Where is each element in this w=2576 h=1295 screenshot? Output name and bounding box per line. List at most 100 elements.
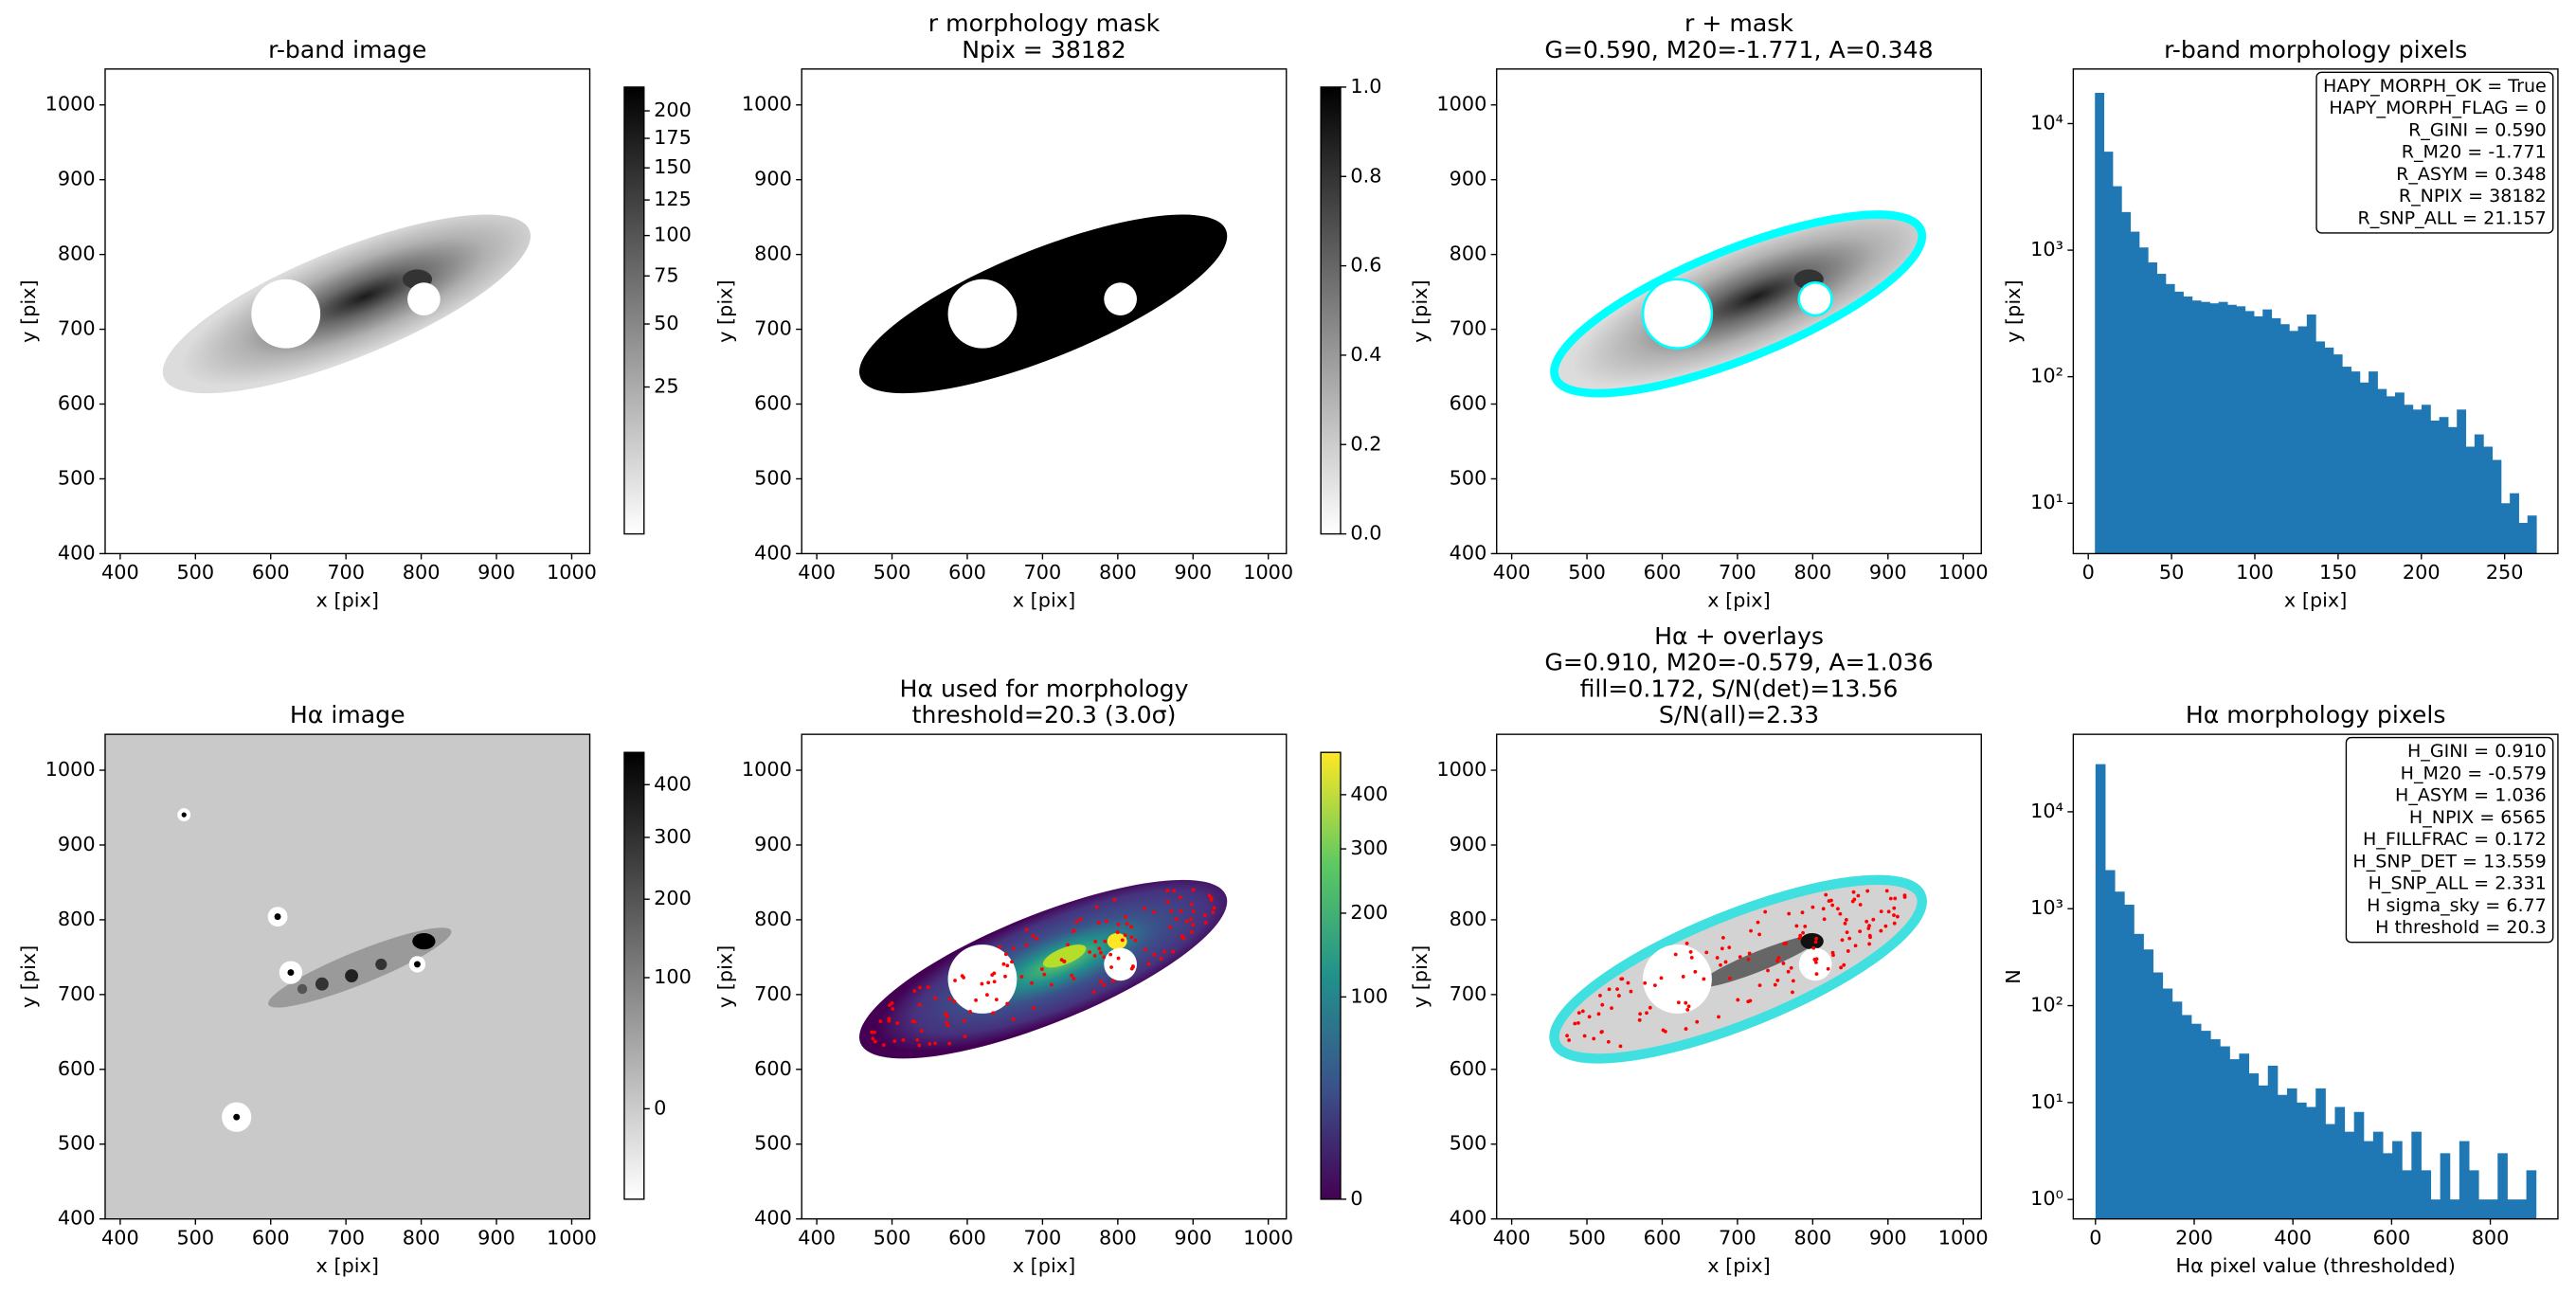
overlay-dot: [1102, 955, 1107, 960]
colorbar-tick-label: 0.0: [1350, 522, 1381, 545]
overlay-dot: [1786, 969, 1791, 974]
overlay-dot: [980, 981, 984, 986]
overlay-dot: [945, 1020, 948, 1025]
overlay-dot: [1129, 925, 1133, 929]
y-axis-label: N: [2002, 969, 2025, 984]
overlay-dot: [933, 1041, 937, 1046]
overlay-dot: [1599, 1030, 1604, 1034]
annotation-line: H_SNP_DET = 13.559: [2352, 851, 2546, 872]
colorbar-tick-label: 200: [654, 99, 692, 121]
axes-frame: [2072, 733, 2559, 1220]
overlay-dot: [915, 1037, 920, 1042]
y-tick-label: 10²: [2030, 365, 2063, 387]
overlay-dot: [1596, 1012, 1601, 1016]
x-tick-label: 400: [798, 1227, 836, 1250]
overlay-dot: [1072, 928, 1076, 933]
image-area: [859, 879, 1228, 1059]
overlay-dot: [1865, 889, 1870, 893]
y-tick-label: 600: [1450, 392, 1487, 415]
overlay-dot: [1618, 1044, 1623, 1049]
overlay-dot: [917, 1043, 922, 1048]
x-tick-label: 700: [1024, 561, 1062, 584]
bar: [2289, 331, 2299, 554]
x-axis-label: x [pix]: [1013, 589, 1075, 612]
annotation-line: HAPY_MORPH_FLAG = 0: [2329, 98, 2546, 118]
bar: [2395, 392, 2405, 554]
colorbar-tick-label: 0.4: [1350, 343, 1381, 366]
overlay-dot: [1773, 982, 1777, 987]
bar: [2468, 1170, 2479, 1219]
overlay-dot: [1035, 936, 1039, 941]
annotation-line: R_NPIX = 38182: [2399, 186, 2547, 207]
overlay-dot: [992, 980, 997, 984]
overlay-dot: [1088, 950, 1091, 954]
x-tick-label: 400: [1493, 1227, 1531, 1250]
overlay-dot: [1847, 936, 1852, 941]
y-tick-label: 900: [58, 833, 96, 855]
overlay-dot: [1598, 994, 1602, 998]
panel-title: Hα used for morphology: [900, 674, 1189, 702]
r-band-image: [162, 214, 531, 394]
overlay-dot: [1794, 924, 1799, 928]
overlay-dot: [1791, 990, 1794, 995]
overlay-dot: [1868, 935, 1872, 940]
y-tick-label: 10⁴: [2030, 111, 2063, 134]
bar: [2421, 1170, 2432, 1219]
overlay-dot: [1738, 955, 1742, 960]
bar: [2248, 1073, 2260, 1219]
bar: [2200, 1031, 2211, 1219]
y-tick-label: 10³: [2030, 896, 2063, 919]
x-tick-label: 600: [948, 1227, 986, 1250]
overlay-dot: [1864, 919, 1869, 924]
overlay-dot: [1191, 923, 1196, 927]
overlay-dot: [891, 1007, 895, 1011]
panel-title: Hα morphology pixels: [2186, 701, 2446, 728]
overlay-dot: [892, 1039, 897, 1043]
overlay-dot: [1886, 909, 1891, 914]
bar: [2497, 1153, 2508, 1219]
x-tick-label: 800: [1099, 1227, 1137, 1250]
overlay-dot: [1576, 1021, 1580, 1025]
overlay-dot: [1892, 906, 1897, 910]
x-tick-label: 800: [1099, 561, 1137, 584]
overlay-dot: [1146, 962, 1151, 966]
x-axis-label: x [pix]: [1707, 1254, 1770, 1277]
x-tick-label: 400: [1493, 561, 1531, 584]
y-tick-label: 500: [58, 466, 96, 489]
overlay-dot: [1626, 980, 1630, 985]
overlay-dot: [1838, 911, 1843, 916]
overlay-dot: [1775, 959, 1780, 963]
bar: [2297, 326, 2308, 554]
overlay-dot: [1189, 917, 1194, 922]
x-tick-label: 700: [1719, 561, 1756, 584]
bar: [2209, 303, 2220, 554]
x-tick-label: 400: [798, 561, 836, 584]
overlay-dot: [1866, 926, 1871, 930]
x-tick-label: 900: [1174, 1227, 1212, 1250]
overlay-dot: [1112, 897, 1117, 902]
overlay-dot: [1104, 919, 1108, 924]
colorbar-tick-label: 175: [654, 126, 692, 149]
annotation-line: H threshold = 20.3: [2375, 917, 2547, 938]
overlay-dot: [1829, 898, 1833, 903]
overlay-dot: [1212, 906, 1216, 910]
panel-title: Hα + overlays: [1654, 622, 1824, 650]
bar: [2325, 1124, 2335, 1219]
overlay-dot: [1189, 902, 1194, 907]
overlay-dot: [1184, 919, 1189, 924]
overlay-dot: [926, 985, 930, 989]
overlay-dot: [1871, 917, 1876, 922]
x-tick-label: 800: [403, 561, 441, 584]
image-clip: [859, 879, 1228, 1059]
overlay-dot: [912, 989, 917, 994]
overlay-dot: [1813, 940, 1818, 944]
annotation-frame: [2315, 71, 2554, 234]
overlay-dot: [1031, 933, 1036, 938]
overlay-dot: [1019, 975, 1024, 979]
x-tick-label: 600: [948, 561, 986, 584]
overlay-dot: [1211, 910, 1216, 915]
x-tick-label: 0: [2089, 1227, 2101, 1250]
bar: [2253, 315, 2263, 554]
